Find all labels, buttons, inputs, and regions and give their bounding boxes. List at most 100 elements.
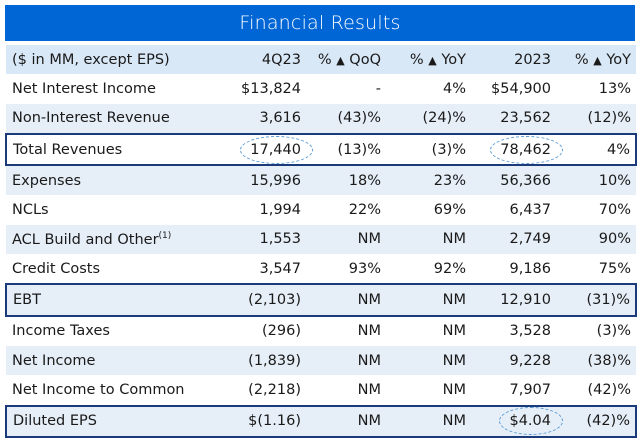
cell-4q23: (2,218) xyxy=(211,375,306,406)
row-credit-costs: Credit Costs 3,547 93% 92% 9,186 75% xyxy=(6,254,636,285)
row-label: Total Revenues xyxy=(5,132,211,167)
row-label: EBT xyxy=(5,283,211,317)
cell-qoq: NM xyxy=(306,315,386,346)
row-net-interest-income: Net Interest Income $13,824 - 4% $54,900… xyxy=(6,74,636,104)
row-label: Non-Interest Revenue xyxy=(6,103,211,134)
cell-yoy: NM xyxy=(386,224,471,255)
header-4q23: 4Q23 xyxy=(211,45,306,75)
cell-2023: 56,366 xyxy=(471,165,556,196)
cell-yoy: NM xyxy=(386,345,471,376)
cell-qoq: 93% xyxy=(306,254,386,285)
row-diluted-eps: Diluted EPS $(1.16) NM NM $4.04 (42)% xyxy=(5,404,637,438)
row-acl-build: ACL Build and Other(1) 1,553 NM NM 2,749… xyxy=(6,224,636,255)
cell-4q23: $(1.16) xyxy=(211,404,306,438)
row-ncls: NCLs 1,994 22% 69% 6,437 70% xyxy=(6,195,636,225)
cell-fy-yoy: 13% xyxy=(556,74,636,104)
cell-yoy: 4% xyxy=(386,74,471,104)
row-label: NCLs xyxy=(6,195,211,225)
cell-2023: 23,562 xyxy=(471,103,556,134)
row-label: Net Interest Income xyxy=(6,74,211,104)
cell-yoy: NM xyxy=(386,283,471,317)
cell-4q23: 15,996 xyxy=(211,165,306,196)
cell-yoy: 23% xyxy=(386,165,471,196)
cell-2023: 3,528 xyxy=(471,315,556,346)
row-label: Credit Costs xyxy=(6,254,211,285)
cell-4q23: (2,103) xyxy=(211,283,306,317)
row-net-income: Net Income (1,839) NM NM 9,228 (38)% xyxy=(6,345,636,376)
delta-icon: ▲ xyxy=(593,53,602,67)
cell-fy-yoy: (3)% xyxy=(556,315,636,346)
cell-fy-yoy: 75% xyxy=(556,254,636,285)
cell-4q23: 1,994 xyxy=(211,195,306,225)
row-label: Net Income xyxy=(6,345,211,376)
cell-yoy: NM xyxy=(386,375,471,406)
cell-4q23: 17,440 xyxy=(211,132,313,167)
cell-fy-yoy: 4% xyxy=(556,132,637,167)
cell-4q23: (1,839) xyxy=(211,345,306,376)
cell-2023: $4.04 xyxy=(471,404,563,438)
cell-qoq: NM xyxy=(306,404,386,438)
cell-yoy: (3)% xyxy=(386,132,471,167)
header-label: ($ in MM, except EPS) xyxy=(6,45,211,75)
cell-2023: 9,228 xyxy=(471,345,556,376)
cell-4q23: 3,547 xyxy=(211,254,306,285)
cell-qoq: (13)% xyxy=(306,132,386,167)
row-label: Expenses xyxy=(6,165,211,196)
row-net-income-to-common: Net Income to Common (2,218) NM NM 7,907… xyxy=(6,375,636,406)
cell-2023: 78,462 xyxy=(471,132,563,167)
cell-fy-yoy: (38)% xyxy=(556,345,636,376)
cell-yoy: (24)% xyxy=(386,103,471,134)
table-title: Financial Results xyxy=(5,5,635,41)
header-fy-yoy: % ▲ YoY xyxy=(556,45,636,75)
header-qoq: % ▲ QoQ xyxy=(306,45,386,75)
cell-2023: $54,900 xyxy=(471,74,556,104)
cell-2023: 2,749 xyxy=(471,224,556,255)
cell-qoq: 18% xyxy=(306,165,386,196)
cell-qoq: 22% xyxy=(306,195,386,225)
cell-2023: 12,910 xyxy=(471,283,556,317)
highlight-circle: $4.04 xyxy=(499,407,563,436)
delta-icon: ▲ xyxy=(336,53,345,67)
cell-qoq: - xyxy=(306,74,386,104)
header-2023: 2023 xyxy=(471,45,556,75)
highlight-circle: 78,462 xyxy=(490,135,563,164)
cell-2023: 6,437 xyxy=(471,195,556,225)
row-label: ACL Build and Other(1) xyxy=(6,224,211,255)
row-label: Income Taxes xyxy=(6,315,211,346)
header-row: ($ in MM, except EPS) 4Q23 % ▲ QoQ % ▲ Y… xyxy=(6,45,636,75)
cell-yoy: 92% xyxy=(386,254,471,285)
cell-4q23: (296) xyxy=(211,315,306,346)
cell-4q23: $13,824 xyxy=(211,74,306,104)
row-ebt: EBT (2,103) NM NM 12,910 (31)% xyxy=(5,283,637,317)
cell-yoy: NM xyxy=(386,404,471,438)
row-expenses: Expenses 15,996 18% 23% 56,366 10% xyxy=(6,165,636,196)
cell-fy-yoy: (42)% xyxy=(556,375,636,406)
delta-icon: ▲ xyxy=(428,53,437,67)
cell-4q23: 1,553 xyxy=(211,224,306,255)
financial-results-table: ($ in MM, except EPS) 4Q23 % ▲ QoQ % ▲ Y… xyxy=(5,45,637,438)
cell-fy-yoy: (31)% xyxy=(556,283,637,317)
row-label: Diluted EPS xyxy=(5,404,211,438)
highlight-circle: 17,440 xyxy=(240,135,313,164)
cell-fy-yoy: (42)% xyxy=(556,404,637,438)
footnote-marker: (1) xyxy=(158,231,172,242)
cell-qoq: NM xyxy=(306,375,386,406)
cell-2023: 7,907 xyxy=(471,375,556,406)
cell-qoq: NM xyxy=(306,283,386,317)
cell-qoq: (43)% xyxy=(306,103,386,134)
cell-yoy: 69% xyxy=(386,195,471,225)
row-label: Net Income to Common xyxy=(6,375,211,406)
row-non-interest-revenue: Non-Interest Revenue 3,616 (43)% (24)% 2… xyxy=(6,103,636,134)
cell-qoq: NM xyxy=(306,224,386,255)
row-total-revenues: Total Revenues 17,440 (13)% (3)% 78,462 … xyxy=(5,132,637,167)
cell-fy-yoy: (12)% xyxy=(556,103,636,134)
cell-fy-yoy: 90% xyxy=(556,224,636,255)
cell-fy-yoy: 10% xyxy=(556,165,636,196)
cell-2023: 9,186 xyxy=(471,254,556,285)
cell-yoy: NM xyxy=(386,315,471,346)
header-yoy: % ▲ YoY xyxy=(386,45,471,75)
cell-4q23: 3,616 xyxy=(211,103,306,134)
row-income-taxes: Income Taxes (296) NM NM 3,528 (3)% xyxy=(6,315,636,346)
cell-fy-yoy: 70% xyxy=(556,195,636,225)
cell-qoq: NM xyxy=(306,345,386,376)
